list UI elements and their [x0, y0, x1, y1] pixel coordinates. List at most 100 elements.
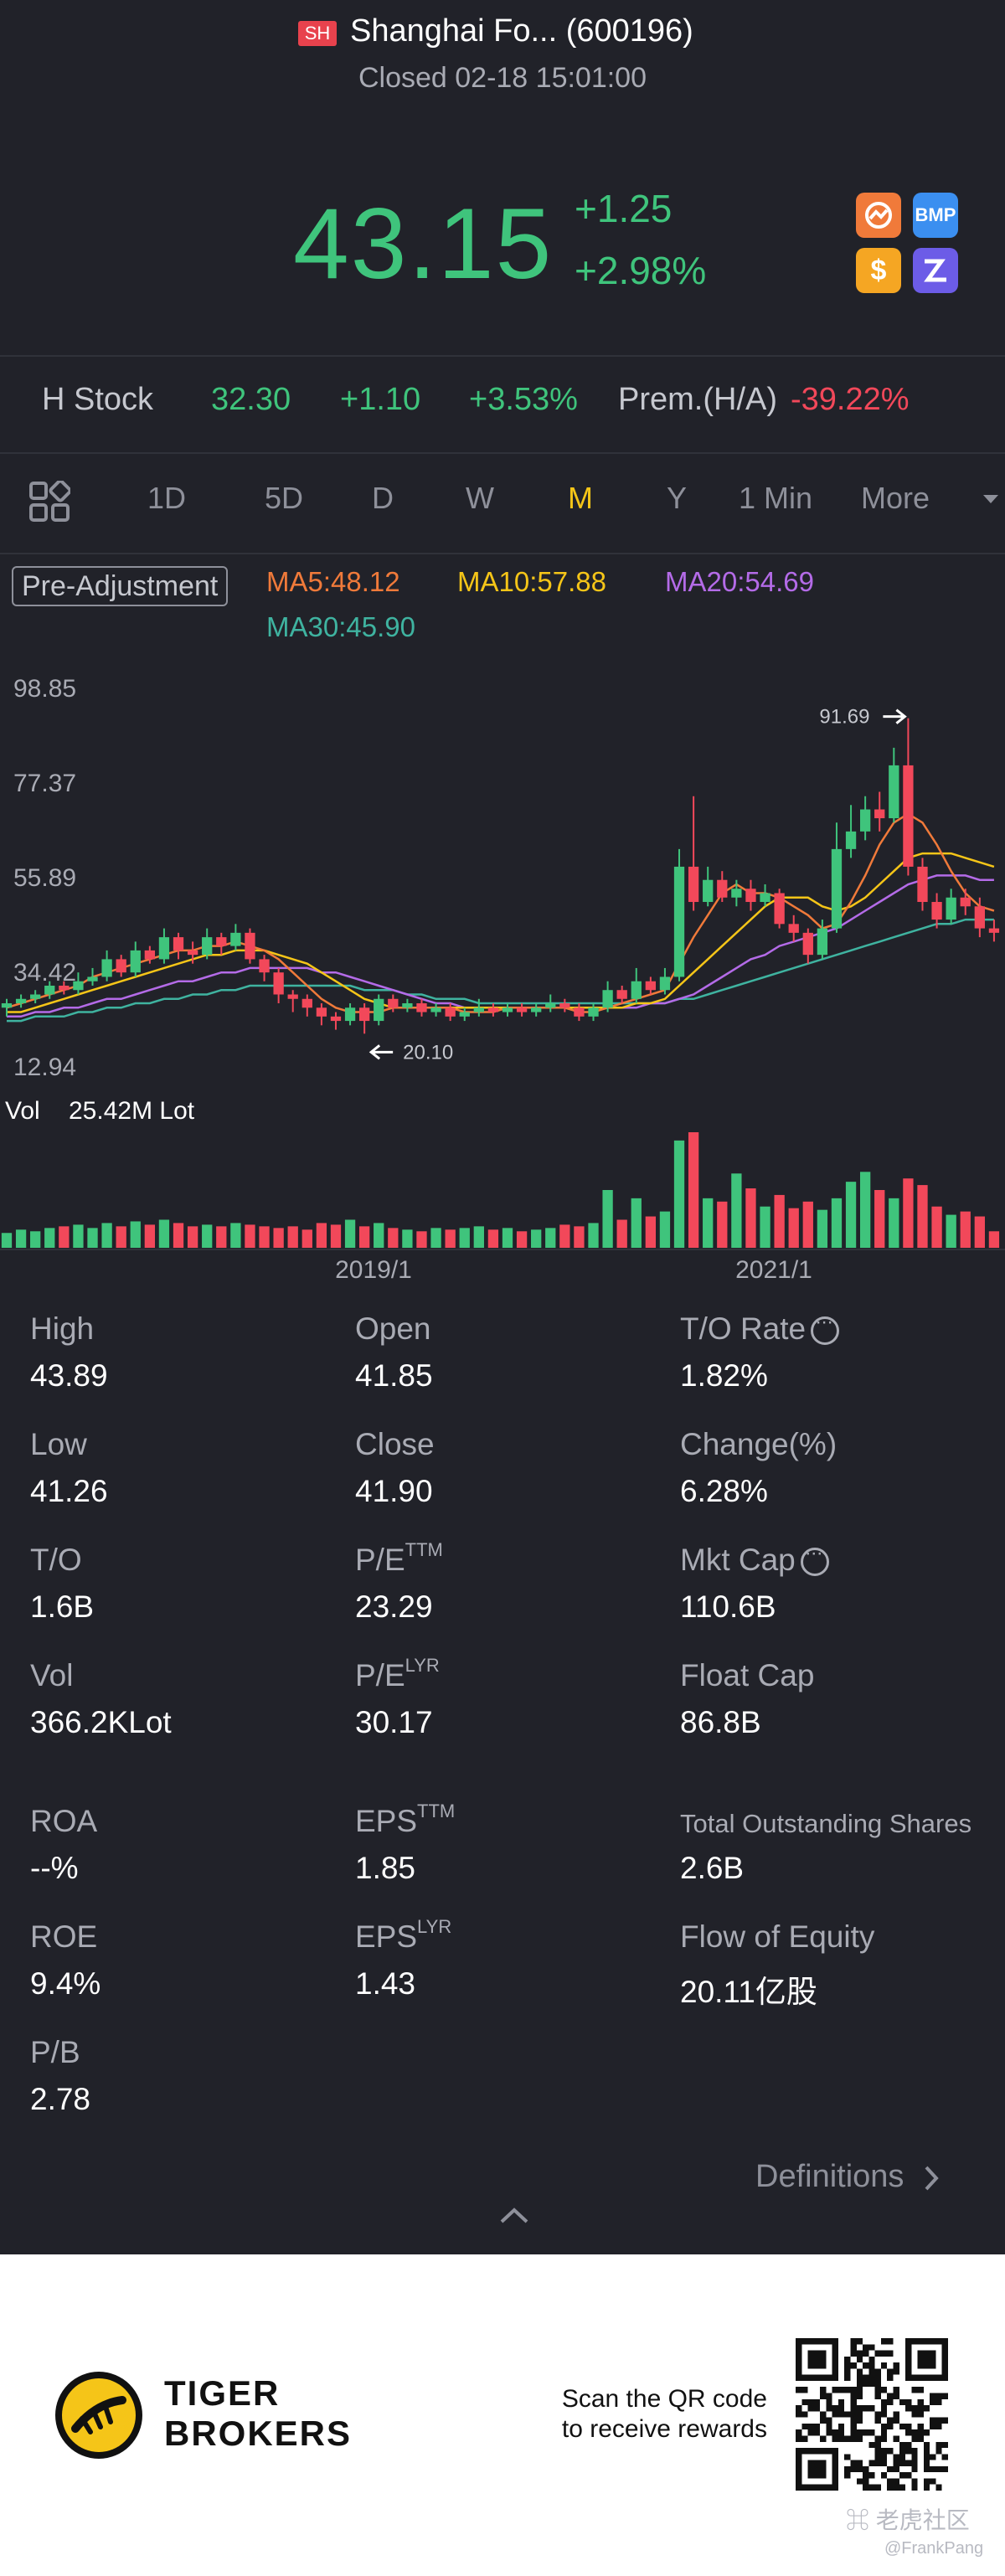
ma-lines	[6, 812, 995, 1023]
volume-bar	[874, 1190, 885, 1248]
candle-body	[73, 981, 84, 991]
volume-bar	[903, 1178, 914, 1248]
qr-module	[807, 2429, 814, 2436]
qr-module	[844, 2454, 851, 2460]
dollar-icon[interactable]: $	[856, 248, 901, 293]
qr-module	[911, 2460, 918, 2466]
tab-more[interactable]: More	[861, 481, 930, 515]
candle-body	[859, 809, 871, 832]
tab-1d[interactable]: 1D	[147, 481, 187, 515]
volume-bar	[1, 1233, 13, 1248]
watermark-user: @FrankPang	[884, 2539, 984, 2558]
roa-value: --%	[30, 1851, 79, 1885]
tab-5d[interactable]: 5D	[265, 481, 304, 515]
candle-body	[788, 924, 799, 933]
tab-y[interactable]: Y	[667, 481, 688, 515]
ma5-line	[6, 812, 995, 1013]
qr-module	[880, 2398, 888, 2406]
qr-module	[874, 2380, 881, 2388]
candle-body	[874, 809, 885, 819]
qr-module	[850, 2344, 857, 2351]
qr-module	[796, 2405, 802, 2412]
qr-module	[807, 2350, 827, 2369]
qr-module	[941, 2454, 948, 2460]
qr-module	[868, 2429, 875, 2436]
qr-module	[887, 2398, 894, 2406]
chevron-up-icon[interactable]	[499, 2206, 529, 2228]
grid-icon[interactable]	[28, 479, 72, 527]
kline-chart[interactable]: 98.85 77.37 55.89 34.42 12.94 91.69 20.10 Vol…	[0, 662, 1005, 1290]
candle-body	[44, 985, 55, 995]
qr-module	[923, 2460, 930, 2466]
qr-module	[917, 2387, 924, 2393]
qr-module	[838, 2429, 845, 2436]
volume-bar	[774, 1194, 785, 1248]
candle-body	[116, 959, 126, 973]
qr-module	[796, 2435, 802, 2442]
qr-module	[874, 2454, 881, 2460]
qr-module	[893, 2362, 899, 2369]
volume-bar	[459, 1228, 470, 1248]
dollar-icon-label: $	[870, 254, 887, 286]
candle-body	[631, 981, 642, 999]
stock-title[interactable]: Shanghai Fo... (600196)	[350, 13, 693, 49]
candle-body	[259, 959, 270, 973]
qr-module	[801, 2387, 808, 2393]
qr-module	[935, 2398, 942, 2406]
qr-module	[856, 2435, 863, 2442]
price-change-pct: +2.98%	[575, 249, 707, 292]
qr-module	[893, 2393, 899, 2399]
premium-value: -39.22%	[791, 382, 910, 417]
qr-module	[874, 2411, 881, 2418]
qr-module	[844, 2368, 851, 2375]
qr-module	[868, 2484, 875, 2491]
qr-module	[880, 2387, 888, 2393]
qr-module	[856, 2368, 863, 2375]
qr-module	[856, 2465, 863, 2473]
bmp-icon[interactable]: BMP	[913, 193, 958, 238]
tab-w[interactable]: W	[466, 481, 494, 515]
qr-module	[807, 2460, 827, 2479]
candle-body	[416, 1003, 427, 1012]
volume-bar	[645, 1216, 657, 1248]
qr-module	[820, 2393, 827, 2399]
scan-text-line2: to receive rewards	[561, 2415, 767, 2443]
qr-module	[844, 2374, 851, 2381]
candle-body	[931, 902, 942, 920]
volume-bar	[974, 1216, 985, 1248]
a-share-icon[interactable]	[856, 193, 901, 238]
qr-module	[807, 2405, 814, 2412]
qr-module	[874, 2350, 881, 2357]
volume-bar	[545, 1228, 556, 1248]
qr-module	[838, 2405, 845, 2412]
qr-module	[893, 2460, 899, 2466]
definitions-link[interactable]: Definitions	[755, 2159, 941, 2195]
flow-value: 20.11亿股	[680, 1975, 817, 2009]
eps-ttm-value: 1.85	[355, 1851, 416, 1885]
qr-module	[887, 2393, 894, 2399]
candle-body	[302, 998, 312, 1008]
market-badge: SH	[298, 21, 337, 46]
qr-module	[863, 2350, 869, 2357]
qr-module	[863, 2465, 869, 2473]
qr-module	[868, 2380, 875, 2388]
volume-bar	[144, 1224, 156, 1248]
total-shares-value: 2.6B	[680, 1851, 745, 1885]
tab-m[interactable]: M	[568, 481, 593, 515]
h-stock-label: H Stock	[42, 382, 154, 417]
zz-icon[interactable]	[913, 248, 958, 293]
candle-body	[1, 1003, 13, 1008]
qr-module	[893, 2454, 899, 2460]
qr-module	[935, 2417, 942, 2424]
volume-bar	[602, 1190, 613, 1248]
more-info-icon[interactable]	[800, 1542, 829, 1577]
volume-bar	[845, 1182, 857, 1248]
more-info-icon[interactable]	[811, 1311, 840, 1346]
tab-1-min[interactable]: 1 Min	[739, 481, 813, 515]
caret-down-icon[interactable]	[982, 492, 1000, 510]
qr-module	[856, 2393, 863, 2399]
qr-module	[880, 2423, 888, 2430]
candle-body	[645, 981, 657, 991]
pre-adjustment-toggle[interactable]: Pre-Adjustment	[12, 566, 229, 606]
tab-d[interactable]: D	[372, 481, 394, 515]
